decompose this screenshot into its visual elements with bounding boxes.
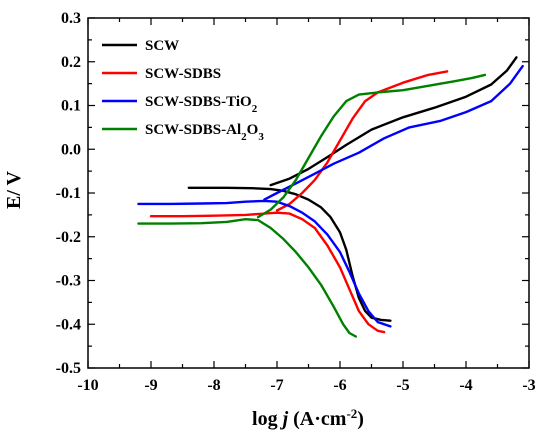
x-axis-title-part: log (252, 408, 283, 430)
legend-label-subscript-2: 3 (258, 131, 264, 143)
series-line-1-cathodic (149, 211, 386, 334)
y-tick-label: 0.3 (61, 10, 81, 27)
x-axis-title-symbol: j (280, 408, 289, 430)
legend-label-text: SCW-SDBS (145, 66, 221, 82)
y-tick-label: -0.3 (56, 273, 81, 290)
legend-label: SCW-SDBS-TiO2 (145, 94, 258, 115)
y-tick-label: -0.5 (56, 360, 81, 377)
legend-label: SCW-SDBS (145, 66, 221, 82)
x-tick-label: -3 (522, 377, 535, 394)
legend-label-tail: O (247, 122, 259, 138)
legend-label-text: SCW-SDBS-Al (145, 122, 241, 138)
x-axis: -10 -9 -8 -7 -6 -5 -4 -3 (77, 18, 536, 394)
y-tick-label: 0.0 (61, 141, 81, 158)
series-line-2-anodic (263, 64, 524, 201)
series-group (137, 56, 524, 338)
x-tick-label: -5 (396, 377, 409, 394)
legend-label-subscript: 2 (252, 103, 258, 115)
y-tick-label: -0.4 (56, 316, 81, 333)
y-tick-label: -0.1 (56, 185, 81, 202)
x-axis-title-unit: (A·cm (288, 408, 347, 430)
series-line-0-anodic (269, 56, 518, 187)
y-tick-label: 0.2 (61, 54, 81, 71)
x-tick-label: -4 (459, 377, 472, 394)
x-tick-label: -9 (144, 377, 157, 394)
y-tick-label: -0.2 (56, 229, 81, 246)
series-line-0-cathodic (187, 186, 392, 322)
legend-label-text: SCW-SDBS-TiO (145, 94, 252, 110)
x-tick-label: -8 (207, 377, 220, 394)
x-tick-label: -10 (77, 377, 98, 394)
x-axis-title-exponent: -2 (346, 406, 357, 421)
y-tick-label: 0.1 (61, 98, 81, 115)
series-line-3-anodic (256, 73, 487, 219)
y-axis: 0.3 0.2 0.1 0.0 -0.1 -0.2 -0.3 -0.4 -0.5 (56, 10, 529, 377)
legend-label-text: SCW (145, 38, 179, 54)
series-line-2-cathodic (137, 199, 392, 328)
x-axis-title: log j (A·cm-2) (252, 406, 364, 431)
legend-label: SCW-SDBS-Al2O3 (145, 122, 264, 143)
series-line-1-anodic (275, 70, 449, 212)
legend-label: SCW (145, 38, 179, 54)
series-line-3-cathodic (137, 218, 357, 338)
x-tick-label: -7 (270, 377, 283, 394)
x-axis-title-close: ) (357, 408, 364, 430)
x-tick-label: -6 (333, 377, 346, 394)
y-axis-title: E/ V (3, 170, 25, 209)
legend-label-subscript: 2 (241, 131, 247, 143)
